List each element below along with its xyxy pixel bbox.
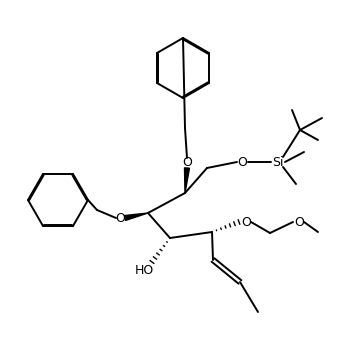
Text: O: O [237, 156, 247, 169]
Text: O: O [294, 215, 304, 228]
Text: Si: Si [272, 156, 284, 169]
Text: O: O [115, 212, 125, 225]
Text: O: O [241, 215, 251, 228]
Text: O: O [182, 156, 192, 169]
Text: HO: HO [134, 264, 154, 277]
Polygon shape [125, 213, 148, 220]
Polygon shape [185, 168, 189, 193]
